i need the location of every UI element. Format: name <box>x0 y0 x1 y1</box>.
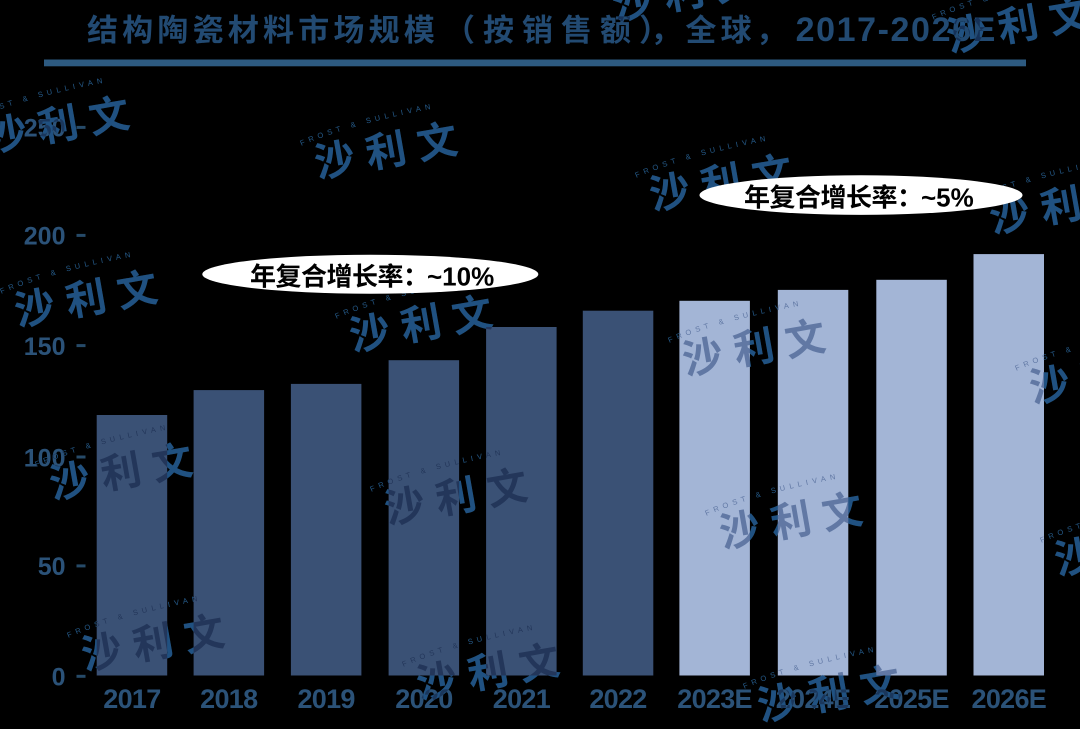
svg-text:2023E: 2023E <box>677 684 752 714</box>
svg-text:50: 50 <box>38 553 66 581</box>
svg-text:2021: 2021 <box>493 684 551 714</box>
svg-text:150: 150 <box>24 333 66 361</box>
svg-text:2025E: 2025E <box>874 684 949 714</box>
svg-text:2019: 2019 <box>297 684 355 714</box>
svg-text:~5%: ~5% <box>921 182 974 212</box>
svg-text:2026E: 2026E <box>972 684 1047 714</box>
svg-text:200: 200 <box>24 223 66 251</box>
svg-text:2022: 2022 <box>589 684 646 714</box>
svg-text:2017: 2017 <box>103 684 160 714</box>
svg-text:2018: 2018 <box>200 684 258 714</box>
svg-text:0: 0 <box>52 664 66 692</box>
svg-text:~10%: ~10% <box>427 262 494 292</box>
